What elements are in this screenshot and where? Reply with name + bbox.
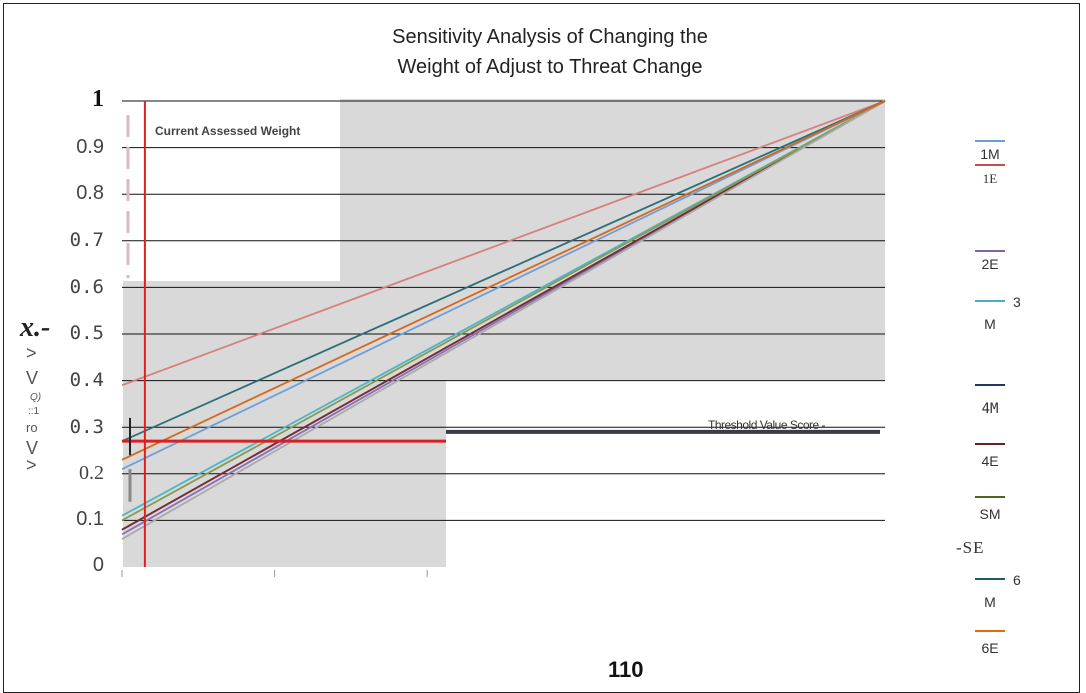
legend-item: 6E bbox=[955, 630, 1025, 656]
legend-label: 4E bbox=[981, 453, 999, 469]
legend-label: 6E bbox=[981, 640, 999, 656]
y-tick-label: 0.8 bbox=[76, 182, 104, 204]
legend-label: -SE bbox=[956, 538, 985, 557]
legend-label: M bbox=[984, 316, 996, 332]
y-tick-label: 0 bbox=[92, 554, 104, 576]
legend-item: 4E bbox=[955, 443, 1025, 469]
legend-swatch bbox=[975, 443, 1005, 445]
legend-swatch bbox=[975, 384, 1005, 386]
series-line-1e bbox=[121, 100, 886, 387]
y-label-fragment: ::1 bbox=[28, 406, 40, 417]
legend-item: 1M bbox=[955, 140, 1025, 162]
series-line-4e bbox=[121, 100, 886, 531]
y-tick-label: 0.2 bbox=[79, 462, 104, 484]
y-label-fragment: > bbox=[26, 343, 37, 363]
threshold-label: Threshold Value Score - bbox=[708, 418, 826, 432]
y-tick-label: 0.3 bbox=[69, 416, 104, 438]
series-line-5m bbox=[121, 100, 886, 522]
y-label-fragment: ro bbox=[26, 420, 38, 435]
legend-label: SM bbox=[979, 506, 1001, 522]
legend-label: 1M bbox=[980, 146, 1000, 162]
legend-label: 3 bbox=[1013, 294, 1021, 310]
chart-title: Sensitivity Analysis of Changing the Wei… bbox=[250, 22, 850, 82]
series-line-6e bbox=[121, 100, 886, 461]
series-line-6m bbox=[121, 100, 886, 443]
y-tick-label: 0.6 bbox=[69, 276, 104, 298]
y-tick-label: 1 bbox=[92, 86, 104, 112]
legend-swatch bbox=[975, 630, 1005, 632]
chart-title-line-2: Weight of Adjust to Threat Change bbox=[397, 56, 703, 78]
y-tick-label: 0.1 bbox=[76, 508, 104, 530]
y-label-fragment: V bbox=[26, 368, 39, 388]
y-tick-label: 0.7 bbox=[69, 229, 104, 251]
legend-label: 4M bbox=[981, 401, 999, 417]
shaded-region bbox=[123, 281, 340, 380]
legend-swatch bbox=[975, 578, 1005, 580]
legend-swatch bbox=[975, 496, 1005, 498]
series-line-1m bbox=[121, 100, 886, 470]
legend-swatch bbox=[975, 300, 1005, 302]
y-label-fragment: x.- bbox=[20, 312, 51, 343]
y-tick-label: 0.5 bbox=[69, 322, 104, 344]
legend-item: 2E bbox=[955, 250, 1025, 272]
chart-title-line-1: Sensitivity Analysis of Changing the bbox=[392, 26, 708, 48]
y-label-fragment: > bbox=[26, 455, 37, 475]
legend-item: M bbox=[955, 578, 1025, 610]
y-tick-label: 0.9 bbox=[76, 136, 104, 158]
legend-label: 6 bbox=[1013, 572, 1021, 588]
legend-item: SM bbox=[955, 496, 1025, 522]
legend-label: 2E bbox=[981, 256, 999, 272]
shaded-region bbox=[340, 99, 885, 380]
y-tick-label: 0.4 bbox=[69, 369, 104, 391]
y-label-fragment: Q) bbox=[30, 392, 42, 403]
page-number: 110 bbox=[608, 657, 644, 682]
current-weight-label: Current Assessed Weight bbox=[155, 124, 301, 138]
series-line-5e bbox=[121, 100, 886, 540]
legend-item: 1E bbox=[955, 164, 1025, 187]
legend-item: 4M bbox=[955, 384, 1025, 417]
legend-label: 1E bbox=[982, 171, 998, 186]
legend-swatch bbox=[975, 140, 1005, 142]
legend-label: M bbox=[984, 594, 996, 610]
legend-swatch bbox=[975, 250, 1005, 252]
legend-swatch bbox=[975, 164, 1005, 166]
y-label-fragment: V bbox=[26, 438, 39, 458]
legend-item: M bbox=[955, 300, 1025, 332]
